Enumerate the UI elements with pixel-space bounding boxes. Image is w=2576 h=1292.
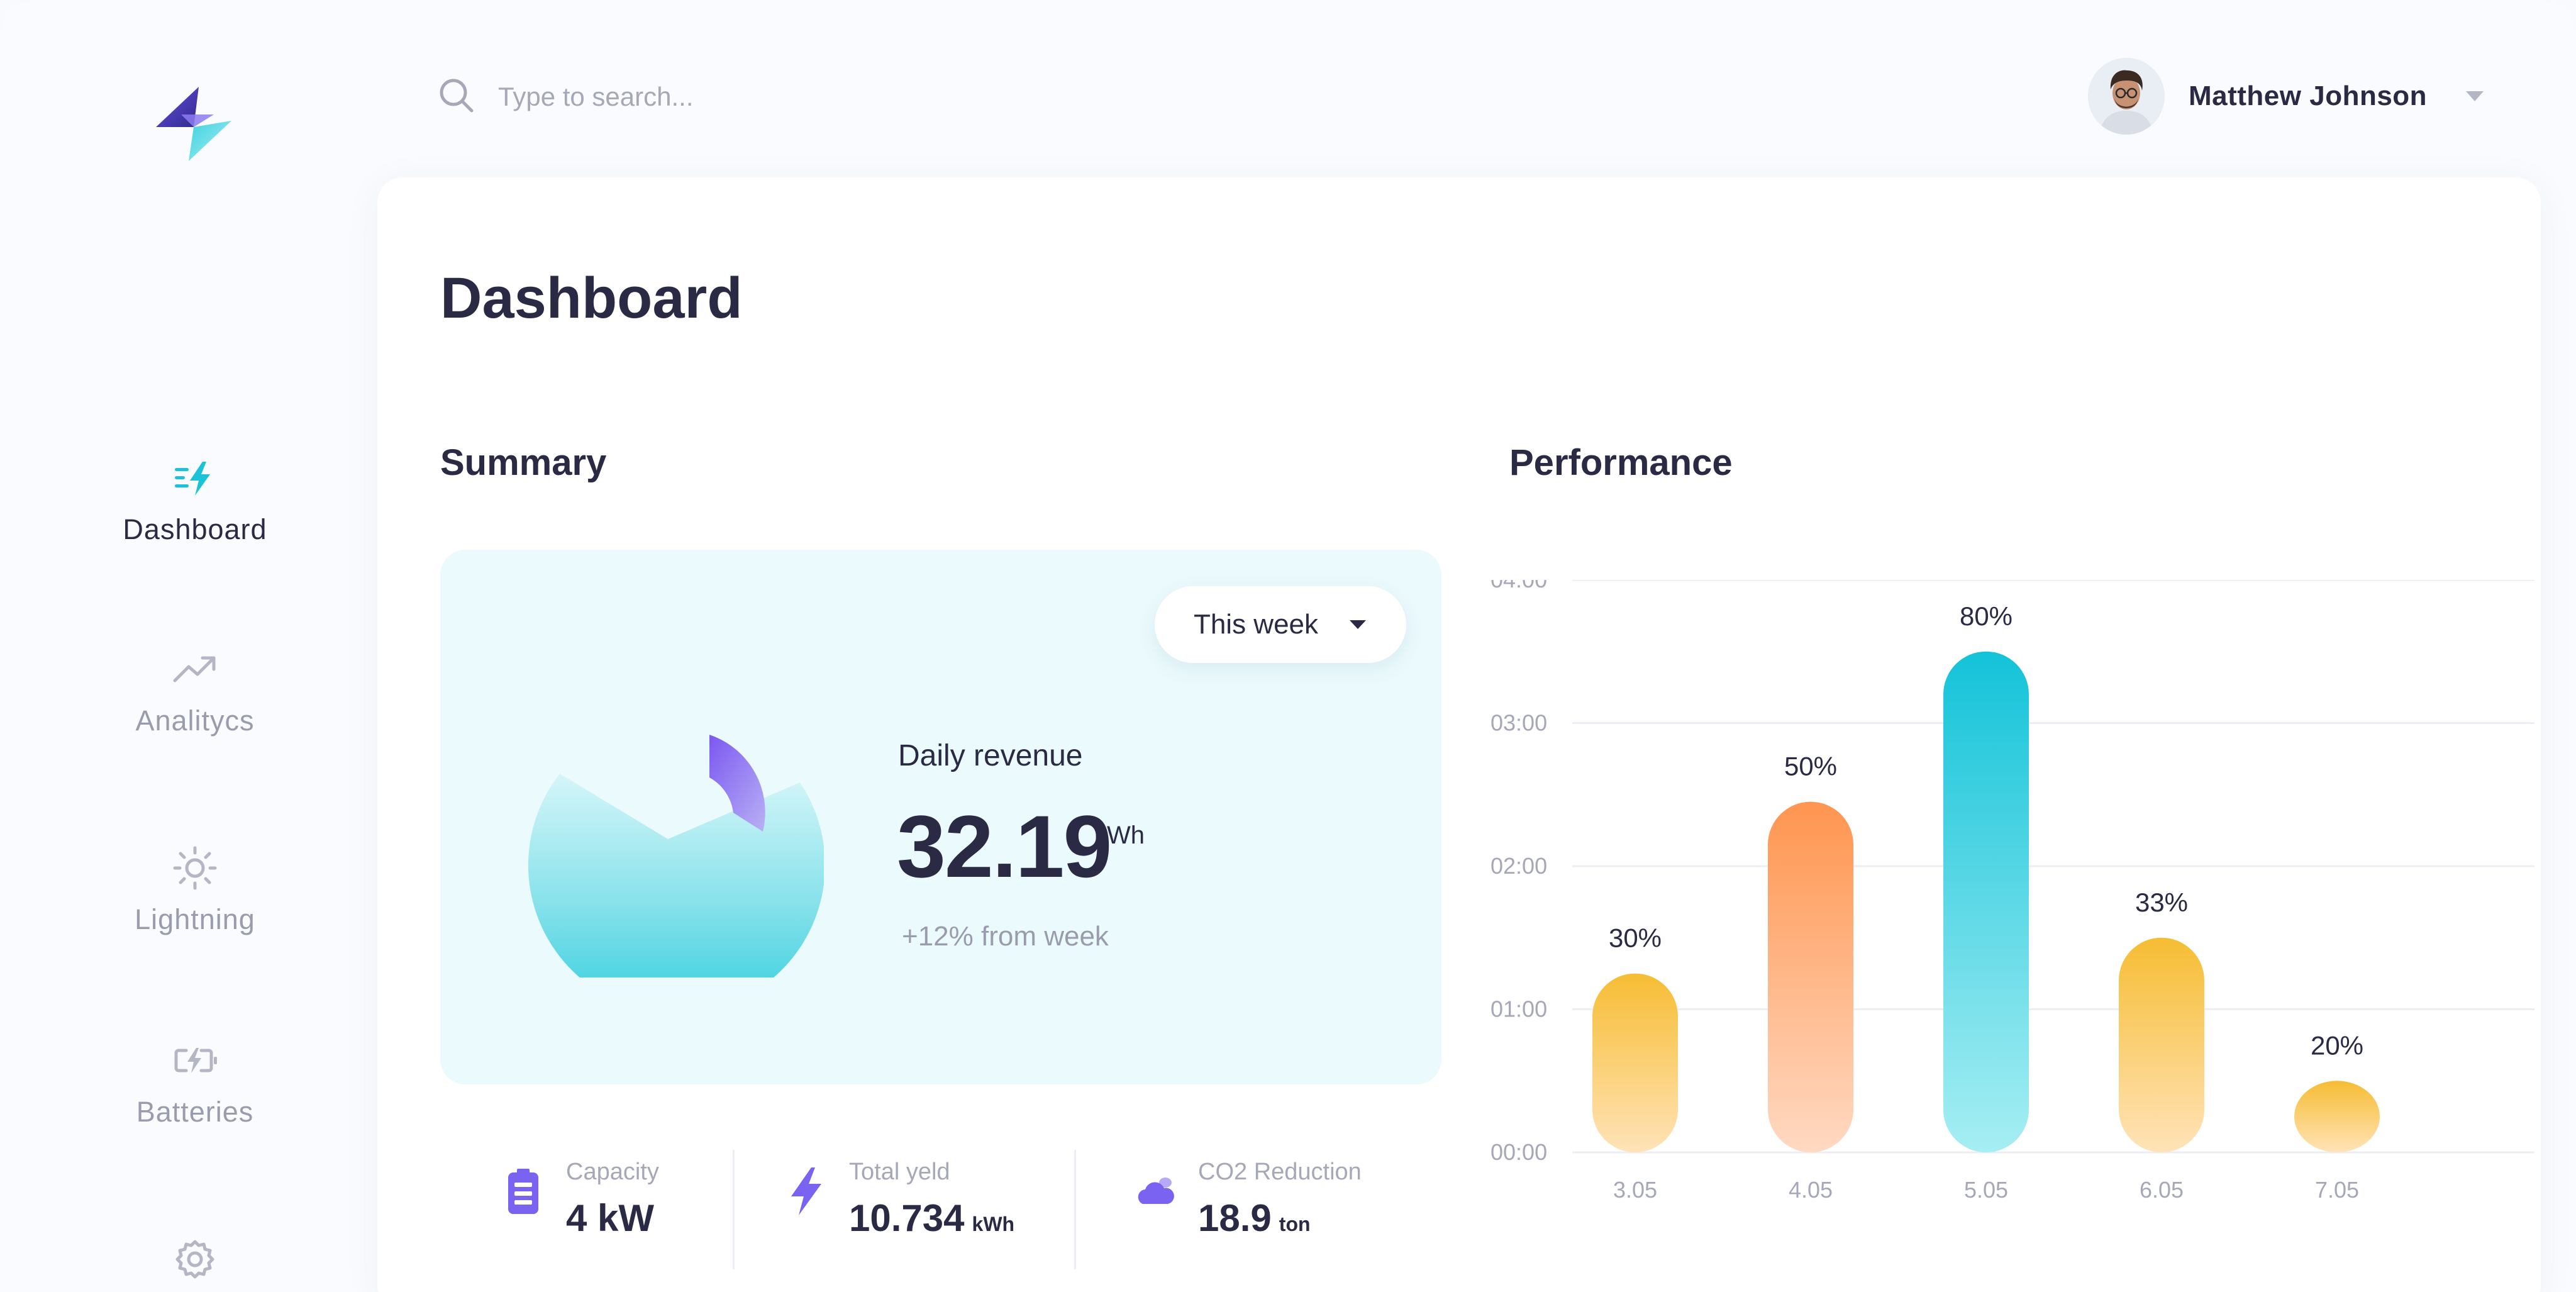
user-name[interactable]: Matthew Johnson	[2189, 81, 2428, 111]
summary-card: This week	[440, 550, 1441, 1084]
performance-title: Performance	[1509, 442, 1733, 483]
gear-icon	[175, 1240, 214, 1279]
sidebar-item-analytics[interactable]: Analitycs	[57, 644, 333, 737]
sun-icon	[173, 846, 217, 890]
data-label: 33%	[2135, 888, 2188, 917]
stat-co2-reduction: CO2 Reduction 18.9 ton	[1135, 1140, 1431, 1259]
sidebar-item-label: Dashboard	[123, 513, 267, 545]
stat-value-number: 10.734	[849, 1197, 965, 1239]
performance-chart: 00:00 01:00 02:00 03:00 04:00 30% 3.05 50% 4.05…	[1491, 580, 2534, 1203]
sidebar-item-label: Lightning	[135, 903, 255, 935]
cloud-icon	[1138, 1178, 1174, 1204]
x-tick-label: 3.05	[1613, 1177, 1657, 1203]
chevron-down-icon[interactable]	[2465, 90, 2485, 103]
logo-icon	[156, 87, 231, 161]
battery-charging-icon	[174, 1048, 217, 1073]
stat-label: Total yeld	[849, 1159, 950, 1185]
y-tick-label: 00:00	[1491, 1139, 1547, 1165]
dashboard-bolt-icon	[175, 462, 210, 496]
y-tick-label: 01:00	[1491, 996, 1547, 1022]
y-tick-label: 04:00	[1491, 580, 1547, 593]
revenue-label: Daily revenue	[898, 739, 1083, 772]
data-label: 30%	[1609, 923, 1662, 953]
stat-value-number: 18.9	[1198, 1197, 1272, 1239]
sidebar-item-label: Analitycs	[135, 704, 255, 737]
user-menu[interactable]: Matthew Johnson	[2088, 55, 2485, 137]
stat-unit: ton	[1279, 1213, 1311, 1235]
period-dropdown[interactable]: This week	[1155, 586, 1406, 663]
trending-up-icon	[173, 656, 216, 682]
lightning-icon	[791, 1167, 821, 1215]
data-label: 50%	[1784, 752, 1837, 781]
avatar[interactable]	[2088, 58, 2165, 135]
revenue-pie-chart	[528, 735, 824, 977]
search-input[interactable]	[497, 74, 1128, 120]
period-label: This week	[1193, 609, 1319, 640]
stat-divider	[733, 1150, 735, 1269]
summary-title: Summary	[440, 442, 607, 483]
stat-label: CO2 Reduction	[1198, 1159, 1362, 1185]
sidebar-item-lightning[interactable]: Lightning	[57, 843, 333, 936]
stat-label: Capacity	[566, 1159, 659, 1185]
revenue-unit: kWh	[1094, 821, 1145, 849]
revenue-change: +12% from week	[902, 921, 1109, 952]
revenue-value: 32.19	[897, 797, 1112, 896]
stat-divider	[1074, 1150, 1076, 1269]
y-tick-label: 03:00	[1491, 710, 1547, 736]
sidebar-item-label: Batteries	[136, 1096, 254, 1128]
stat-unit: kWh	[972, 1213, 1015, 1235]
sidebar-item-batteries[interactable]: Batteries	[57, 1035, 333, 1128]
stat-value: 4 kW	[566, 1196, 654, 1240]
sidebar-item-settings[interactable]	[57, 1234, 333, 1284]
x-tick-label: 7.05	[2315, 1177, 2359, 1203]
y-tick-label: 02:00	[1491, 853, 1547, 879]
search-icon[interactable]	[436, 75, 477, 116]
data-label: 20%	[2311, 1030, 2363, 1060]
avatar-image	[2088, 58, 2165, 135]
data-label: 80%	[1960, 601, 2012, 631]
stat-capacity: Capacity 4 kW	[503, 1140, 692, 1259]
chevron-down-icon	[1350, 620, 1367, 629]
sidebar: Dashboard Analitycs Lightning	[0, 0, 377, 1292]
battery-icon	[508, 1169, 538, 1214]
x-tick-label: 4.05	[1789, 1177, 1833, 1203]
x-tick-label: 6.05	[2140, 1177, 2184, 1203]
chart-bar[interactable]	[2294, 1081, 2380, 1152]
stat-total-yield: Total yeld 10.734 kWh	[786, 1140, 1038, 1259]
page-title: Dashboard	[440, 266, 743, 330]
stat-value: 18.9 ton	[1198, 1196, 1311, 1240]
x-tick-label: 5.05	[1964, 1177, 2008, 1203]
chart-bar[interactable]	[1943, 651, 2029, 1152]
chart-bar[interactable]	[1592, 973, 1678, 1152]
stat-value-number: 4 kW	[566, 1197, 655, 1239]
chart-bar[interactable]	[2119, 937, 2204, 1152]
stat-value: 10.734 kWh	[849, 1196, 1014, 1240]
chart-bar[interactable]	[1768, 801, 1853, 1152]
sidebar-item-dashboard[interactable]: Dashboard	[57, 453, 333, 546]
main-panel: Dashboard Summary Performance This week	[377, 177, 2541, 1292]
